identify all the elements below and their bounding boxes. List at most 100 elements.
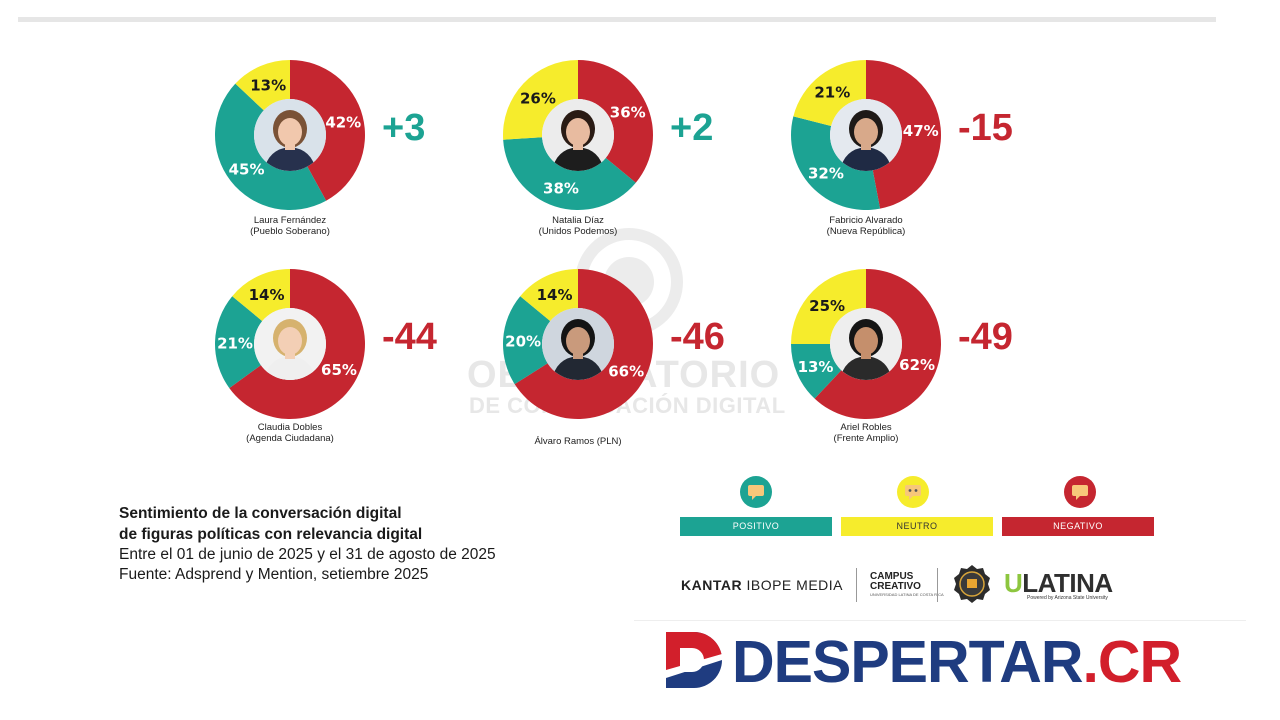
candidate-name: Álvaro Ramos (PLN) xyxy=(534,436,622,447)
sponsor-divider xyxy=(856,568,857,602)
ulatina-logo: ULATINA xyxy=(1004,568,1113,599)
despertar-logo-icon xyxy=(666,631,722,688)
data-label-positive: 32% xyxy=(808,165,844,183)
legend-neutral: NEUTRO xyxy=(841,476,993,538)
candidate-card: 66% 20% 14% -46 Álvaro Ramos (PLN) xyxy=(498,264,758,454)
candidate-card: 42% 45% 13% +3 Laura Fernández (Pueblo Sobera… xyxy=(210,55,470,245)
donut-slice-neutral xyxy=(520,269,578,323)
candidate-card: 62% 13% 25% -49 Ariel Robles (Frente Amplio) xyxy=(786,264,1046,454)
candidate-photo xyxy=(542,308,614,380)
donut-chart: 62% 13% 25% xyxy=(791,269,941,419)
sentiment-difference: +3 xyxy=(382,107,426,149)
candidate-label: Ariel Robles (Frente Amplio) xyxy=(786,422,946,444)
candidate-name: Ariel Robles xyxy=(840,422,892,433)
donut-chart: 36% 38% 26% xyxy=(503,60,653,210)
neutral-chat-icon xyxy=(897,476,929,508)
candidate-name: Fabricio Alvarado xyxy=(829,215,903,226)
legend-positive: POSITIVO xyxy=(680,476,832,538)
donut-slice-positive xyxy=(791,116,881,210)
brand-suffix: .CR xyxy=(1082,629,1183,695)
ulatina-sub: Powered by Arizona State University xyxy=(1027,595,1108,601)
data-label-neutral: 14% xyxy=(537,286,573,304)
candidate-name: Claudia Dobles xyxy=(257,422,323,433)
candidate-name: Laura Fernández xyxy=(253,215,327,226)
donut-chart: 47% 32% 21% xyxy=(791,60,941,210)
data-label-negative: 66% xyxy=(608,362,644,380)
data-label-negative: 36% xyxy=(610,104,646,122)
candidate-party: (Agenda Ciudadana) xyxy=(246,433,334,444)
caption-title-line2: de figuras políticas con relevancia digi… xyxy=(119,526,423,543)
sponsor-divider xyxy=(937,568,938,602)
candidate-photo xyxy=(542,99,614,171)
caption-source: Fuente: Adsprend y Mention, setiembre 20… xyxy=(119,566,429,583)
candidate-name: Natalia Díaz xyxy=(552,215,604,226)
donut-slice-negative xyxy=(814,269,941,419)
donut-slice-positive xyxy=(214,83,327,211)
brand-divider xyxy=(634,620,1246,621)
kantar-ibope-logo: KANTAR IBOPE MEDIA xyxy=(681,577,843,593)
donut-slice-neutral xyxy=(793,60,866,127)
data-label-positive: 38% xyxy=(543,179,579,197)
data-label-negative: 42% xyxy=(325,113,361,131)
legend-negative: NEGATIVO xyxy=(1002,476,1154,538)
candidate-label: Fabricio Alvarado (Nueva República) xyxy=(786,215,946,237)
kantar-bold: KANTAR xyxy=(681,577,743,593)
candidate-party: (Nueva República) xyxy=(826,226,906,237)
data-label-neutral: 13% xyxy=(250,77,286,95)
data-label-negative: 65% xyxy=(321,361,357,379)
chart-caption: Sentimiento de la conversación digital d… xyxy=(119,503,496,585)
data-label-positive: 13% xyxy=(798,358,834,376)
data-label-positive: 20% xyxy=(505,333,541,351)
legend-neutral-label: NEUTRO xyxy=(841,517,993,536)
donut-slice-negative xyxy=(578,60,653,183)
candidate-card: 47% 32% 21% -15 Fabricio Alvarado (Nueva Repú… xyxy=(786,55,1046,245)
candidate-card: 36% 38% 26% +2 Natalia Díaz (Unidos Podemos) xyxy=(498,55,758,245)
candidate-label: Natalia Díaz (Unidos Podemos) xyxy=(498,215,658,237)
campus-creativo-logo: CAMPUS CREATIVO UNIVERSIDAD LATINA DE CO… xyxy=(870,572,944,598)
donut-slice-positive xyxy=(791,344,843,399)
data-label-neutral: 14% xyxy=(249,286,285,304)
sentiment-difference: -15 xyxy=(958,107,1013,149)
legend-positive-label: POSITIVO xyxy=(680,517,832,536)
data-label-negative: 62% xyxy=(899,356,935,374)
brand-name: DESPERTAR xyxy=(732,629,1084,695)
donut-slice-positive xyxy=(503,137,636,210)
donut-slice-negative xyxy=(229,269,365,419)
campus-line2: CREATIVO xyxy=(870,581,921,592)
candidate-label: Claudia Dobles (Agenda Ciudadana) xyxy=(210,422,370,444)
candidate-party: (Frente Amplio) xyxy=(833,433,899,444)
candidate-photo xyxy=(254,99,326,171)
donut-slice-neutral xyxy=(791,269,866,344)
sentiment-difference: +2 xyxy=(670,107,714,149)
ulatina-rest: LATINA xyxy=(1022,568,1113,598)
donut-slice-negative xyxy=(514,269,653,419)
data-label-neutral: 21% xyxy=(814,84,850,102)
sponsor-logos: KANTAR IBOPE MEDIA CAMPUS CREATIVO UNIVE… xyxy=(680,564,1140,606)
donut-slice-neutral xyxy=(503,60,578,140)
ulatina-u: U xyxy=(1004,568,1023,598)
campus-line1: CAMPUS xyxy=(870,571,914,582)
data-label-positive: 45% xyxy=(229,161,265,179)
donut-slice-neutral xyxy=(232,269,290,323)
candidate-label: Laura Fernández (Pueblo Soberano) xyxy=(210,215,370,237)
legend-negative-label: NEGATIVO xyxy=(1002,517,1154,536)
negative-chat-icon xyxy=(1064,476,1096,508)
candidate-party: (Unidos Podemos) xyxy=(538,226,618,237)
donut-chart: 65% 21% 14% xyxy=(215,269,365,419)
top-divider xyxy=(18,17,1216,22)
sentiment-difference: -49 xyxy=(958,316,1013,358)
sentiment-difference: -46 xyxy=(670,316,725,358)
donut-slice-negative xyxy=(866,60,941,209)
data-label-neutral: 26% xyxy=(520,89,556,107)
despertar-wordmark: DESPERTAR.CR xyxy=(732,628,1183,696)
candidate-party: (Pueblo Soberano) xyxy=(250,226,330,237)
donut-slice-positive xyxy=(503,296,552,385)
caption-title-line1: Sentimiento de la conversación digital xyxy=(119,505,402,522)
donut-slice-neutral xyxy=(235,60,290,112)
seal-icon xyxy=(954,565,990,603)
caption-period: Entre el 01 de junio de 2025 y el 31 de … xyxy=(119,546,496,563)
candidate-photo xyxy=(830,308,902,380)
candidate-label: Álvaro Ramos (PLN) xyxy=(498,436,658,447)
sentiment-difference: -44 xyxy=(382,316,437,358)
donut-slice-positive xyxy=(215,296,264,389)
